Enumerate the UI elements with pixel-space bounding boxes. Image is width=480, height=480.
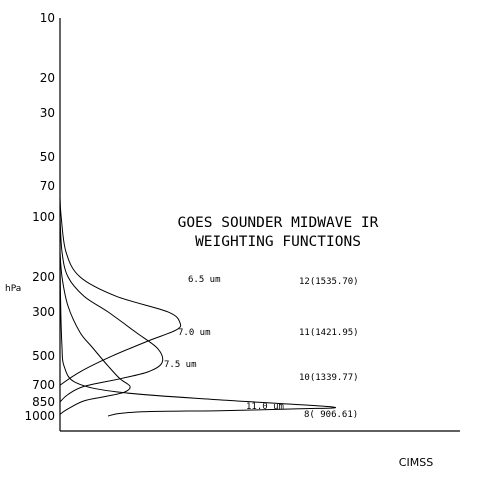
weighting-curve-1 bbox=[59, 197, 182, 386]
chart-title-line-2: WEIGHTING FUNCTIONS bbox=[195, 234, 361, 250]
y-tick-label: 20 bbox=[40, 71, 55, 85]
wavelength-label: 7.0 um bbox=[178, 328, 211, 338]
y-tick-label: 500 bbox=[32, 349, 55, 363]
wavelength-label: 11.0 um bbox=[246, 402, 284, 412]
y-tick-label: 850 bbox=[32, 395, 55, 409]
channel-label: 10(1339.77) bbox=[299, 373, 359, 383]
channel-label: 12(1535.70) bbox=[299, 277, 359, 287]
weighting-curves bbox=[59, 197, 336, 417]
credit-label: CIMSS bbox=[399, 456, 433, 469]
y-tick-label: 30 bbox=[40, 106, 55, 120]
y-tick-label: 1000 bbox=[24, 409, 55, 423]
weighting-curve-2 bbox=[59, 216, 164, 403]
channel-label: 8( 906.61) bbox=[304, 410, 358, 420]
y-tick-label: 100 bbox=[32, 210, 55, 224]
y-tick-label: 10 bbox=[40, 11, 55, 25]
wavelength-label: 6.5 um bbox=[188, 275, 221, 285]
y-tick-label: 700 bbox=[32, 378, 55, 392]
y-tick-label: 200 bbox=[32, 270, 55, 284]
y-tick-label: 50 bbox=[40, 150, 55, 164]
weighting-curve-4 bbox=[59, 262, 336, 417]
y-tick-label: 70 bbox=[40, 179, 55, 193]
weighting-curve-3 bbox=[59, 251, 131, 415]
wavelength-label: 7.5 um bbox=[164, 360, 197, 370]
y-tick-label: 300 bbox=[32, 305, 55, 319]
chart-title-line-1: GOES SOUNDER MIDWAVE IR bbox=[178, 215, 379, 231]
y-axis-label: hPa bbox=[5, 284, 21, 294]
channel-label: 11(1421.95) bbox=[299, 328, 359, 338]
curve-annotations: 6.5 um 12(1535.70) 7.0 um 11(1421.95) 7.5 um… bbox=[164, 275, 359, 420]
